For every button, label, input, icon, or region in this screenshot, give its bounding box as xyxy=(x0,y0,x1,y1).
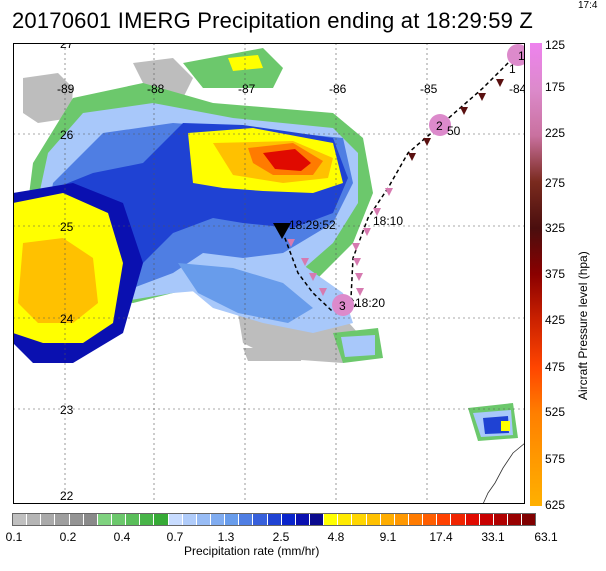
lat-label-27: 27 xyxy=(60,43,74,51)
lat-label-24: 24 xyxy=(60,312,74,326)
waypoint-2-label: 2 xyxy=(436,119,443,133)
precip-colorbar-swatch xyxy=(238,514,253,525)
precip-colorbar-swatch xyxy=(266,514,281,525)
precip-tick-0.4: 0.4 xyxy=(113,530,131,544)
precip-colorbar-swatch xyxy=(54,514,69,525)
waypoint-1-label: 1 xyxy=(518,49,525,63)
precip-colorbar-swatch xyxy=(323,514,338,525)
time-label-1820: 18:20 xyxy=(355,296,385,310)
precip-colorbar-swatch xyxy=(82,514,97,525)
precip-colorbar-swatch xyxy=(521,514,536,525)
precip-tick-4.8: 4.8 xyxy=(327,530,345,544)
precip-colorbar xyxy=(12,513,536,526)
pressure-tick-275: 275 xyxy=(545,176,566,190)
pressure-tick-375: 375 xyxy=(545,267,566,281)
precip-layer xyxy=(13,48,518,441)
precip-tick-0.2: 0.2 xyxy=(59,530,77,544)
pressure-tick-475: 475 xyxy=(545,360,566,374)
precip-colorbar-swatch xyxy=(365,514,380,525)
precip-tick-17.4: 17.4 xyxy=(429,530,453,544)
waypoint-3-circle xyxy=(332,294,354,316)
precipitation-map: 1 2 3 18:29:52 18:10 18:20 1 50 -89 -88 … xyxy=(13,43,525,504)
precip-tick-1.3: 1.3 xyxy=(217,530,235,544)
lon-label--84: -84 xyxy=(509,82,525,96)
pressure-colorbar-label: Aircraft Pressure level (hpa) xyxy=(576,251,590,400)
precip-colorbar-swatch xyxy=(139,514,154,525)
lat-label-22: 22 xyxy=(60,489,74,503)
lon-label--88: -88 xyxy=(147,82,165,96)
precip-colorbar-swatch xyxy=(209,514,225,525)
precip-colorbar-swatch xyxy=(252,514,267,525)
precip-colorbar-swatch xyxy=(506,514,522,525)
precip-colorbar-swatch xyxy=(422,514,437,525)
lon-label--86: -86 xyxy=(329,82,347,96)
precip-tick-0.1: 0.1 xyxy=(5,530,23,544)
lon-label--89: -89 xyxy=(57,82,75,96)
precip-tick-33.1: 33.1 xyxy=(481,530,505,544)
current-position-marker xyxy=(273,223,291,239)
precip-colorbar-swatch xyxy=(195,514,210,525)
pressure-tick-575: 575 xyxy=(545,452,566,466)
precip-colorbar-swatch xyxy=(181,514,196,525)
flight-track xyxy=(282,52,519,312)
precip-colorbar-swatch xyxy=(407,514,423,525)
pressure-tick-325: 325 xyxy=(545,221,566,235)
precip-colorbar-swatch xyxy=(294,514,309,525)
precip-tick-63.1: 63.1 xyxy=(534,530,558,544)
precip-colorbar-swatch xyxy=(96,514,111,525)
precip-colorbar-swatch xyxy=(110,514,126,525)
precip-tick-2.5: 2.5 xyxy=(272,530,290,544)
precip-colorbar-swatch xyxy=(393,514,408,525)
precip-tick-0.7: 0.7 xyxy=(166,530,184,544)
precip-colorbar-swatch xyxy=(436,514,451,525)
pressure-colorbar xyxy=(530,43,542,506)
map-title: 20170601 IMERG Precipitation ending at 1… xyxy=(12,8,534,33)
precip-colorbar-swatch xyxy=(308,514,324,525)
precip-tick-9.1: 9.1 xyxy=(379,530,397,544)
precip-colorbar-swatch xyxy=(478,514,493,525)
precip-colorbar-swatch xyxy=(224,514,239,525)
waypoint-2-circle xyxy=(429,114,451,136)
time-label-current: 18:29:52 xyxy=(289,218,336,232)
precip-colorbar-swatch xyxy=(464,514,479,525)
pressure-tick-225: 225 xyxy=(545,126,566,140)
precip-colorbar-label: Precipitation rate (mm/hr) xyxy=(184,544,320,558)
pressure-tick-425: 425 xyxy=(545,313,566,327)
precip-colorbar-swatch xyxy=(26,514,41,525)
coastline xyxy=(482,442,525,504)
corner-time-label: 17:4 xyxy=(578,0,598,11)
lon-label--85: -85 xyxy=(420,82,438,96)
map-frame xyxy=(13,43,525,504)
lat-label-23: 23 xyxy=(60,403,74,417)
time-label-1810: 18:10 xyxy=(373,214,403,228)
precip-colorbar-swatch xyxy=(167,514,182,525)
precip-colorbar-swatch xyxy=(450,514,465,525)
precip-colorbar-swatch xyxy=(68,514,83,525)
pressure-tick-525: 525 xyxy=(545,405,566,419)
time-label-50: 50 xyxy=(447,124,461,138)
precip-colorbar-swatch xyxy=(13,514,27,525)
precip-colorbar-swatch xyxy=(351,514,366,525)
precip-colorbar-swatch xyxy=(40,514,55,525)
pressure-markers-low xyxy=(287,188,393,296)
time-label-1: 1 xyxy=(509,62,516,76)
precip-colorbar-swatch xyxy=(379,514,394,525)
precip-colorbar-swatch xyxy=(153,514,168,525)
pressure-tick-125: 125 xyxy=(545,38,566,52)
precip-colorbar-swatch xyxy=(125,514,140,525)
waypoint-3-label: 3 xyxy=(339,299,346,313)
lon-label--87: -87 xyxy=(238,82,256,96)
precip-colorbar-swatch xyxy=(337,514,352,525)
pressure-tick-625: 625 xyxy=(545,498,566,512)
precip-colorbar-swatch xyxy=(280,514,295,525)
pressure-tick-175: 175 xyxy=(545,80,566,94)
lat-label-25: 25 xyxy=(60,220,74,234)
waypoint-1-circle xyxy=(507,44,525,66)
lat-label-26: 26 xyxy=(60,128,74,142)
precip-colorbar-swatch xyxy=(492,514,507,525)
